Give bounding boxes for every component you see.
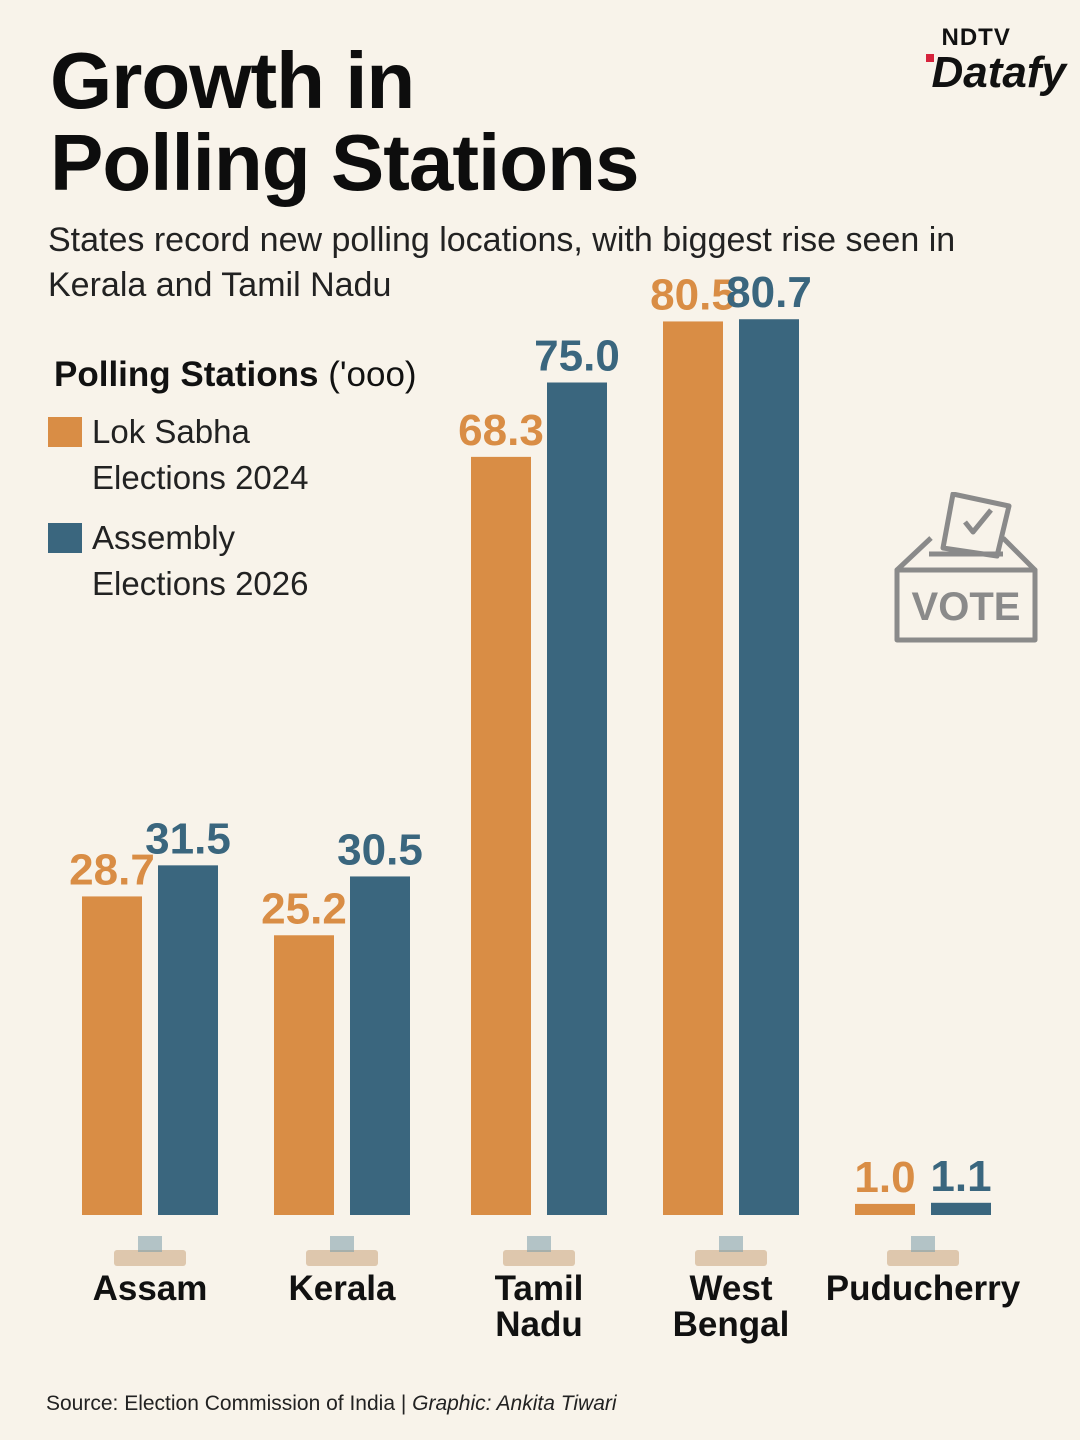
footer-credit: Graphic: Ankita Tiwari <box>412 1392 617 1415</box>
category-label-tamil-nadu-line-2: Nadu <box>495 1305 583 1344</box>
tamil-nadu-landmark-icon <box>503 1236 575 1266</box>
legend-item-lok-sabha: Lok Sabha Elections 2024 <box>46 409 417 501</box>
bar-kerala-lok-sabha <box>274 935 334 1215</box>
category-label-puducherry: Puducherry <box>826 1269 1021 1308</box>
value-label-assam-lok-sabha: 28.7 <box>69 845 155 894</box>
brand-red-square <box>925 54 934 62</box>
legend-item-assembly: Assembly Elections 2026 <box>46 515 417 607</box>
category-label-west-bengal-line-2: Bengal <box>673 1305 790 1344</box>
category-label-kerala: Kerala <box>288 1269 396 1308</box>
category-label-assam: Assam <box>93 1269 208 1308</box>
value-label-puducherry-lok-sabha: 1.0 <box>854 1153 915 1202</box>
bar-assam-lok-sabha <box>82 896 142 1215</box>
brand-main: Datafy <box>925 48 1067 97</box>
ballot-text: VOTE <box>912 585 1021 629</box>
value-label-west-bengal-lok-sabha: 80.5 <box>650 270 736 319</box>
footer-source: Source: Election Commission of India | <box>46 1392 413 1415</box>
assam-landmark-icon <box>114 1236 186 1266</box>
west-bengal-landmark-icon <box>695 1236 767 1266</box>
legend-label-lok-sabha: Lok Sabha Elections 2024 <box>92 413 309 496</box>
value-label-kerala-assembly: 30.5 <box>337 825 423 874</box>
title-line-1: Growth in <box>50 36 415 125</box>
legend-swatch-lok-sabha <box>48 417 82 447</box>
value-label-tamil-nadu-assembly: 75.0 <box>534 332 620 381</box>
bar-kerala-assembly <box>350 876 410 1215</box>
kerala-landmark-icon <box>306 1236 378 1266</box>
category-label-west-bengal-line-1: West <box>690 1269 773 1308</box>
ballot-box-icon: VOTE <box>893 491 1039 651</box>
brand-main-text: Datafy <box>931 48 1067 97</box>
legend-title: Polling Stations ('ooo) <box>54 355 417 395</box>
legend-swatch-assembly <box>48 523 82 553</box>
value-label-tamil-nadu-lok-sabha: 68.3 <box>458 406 544 455</box>
bar-west-bengal-assembly <box>739 319 799 1216</box>
footer: Source: Election Commission of India | G… <box>46 1392 617 1416</box>
bar-puducherry-assembly <box>931 1202 991 1215</box>
bar-puducherry-lok-sabha <box>855 1203 915 1215</box>
bar-west-bengal-lok-sabha <box>663 321 723 1215</box>
page-title: Growth in Polling Stations <box>50 40 639 207</box>
legend-unit: ('ooo) <box>328 355 417 394</box>
value-label-assam-assembly: 31.5 <box>145 814 231 863</box>
value-label-west-bengal-assembly: 80.7 <box>726 268 812 317</box>
bar-assam-assembly <box>158 865 218 1215</box>
puducherry-landmark-icon <box>887 1236 959 1266</box>
brand-top: NDTV <box>941 24 1011 51</box>
brand-logo: NDTV Datafy <box>925 24 1067 97</box>
title-line-2: Polling Stations <box>50 118 639 207</box>
legend-label-assembly: Assembly Elections 2026 <box>92 519 309 602</box>
bar-tamil-nadu-lok-sabha <box>471 456 531 1215</box>
bar-tamil-nadu-assembly <box>547 382 607 1215</box>
value-label-puducherry-assembly: 1.1 <box>930 1152 991 1201</box>
legend-title-text: Polling Stations <box>54 355 319 394</box>
value-label-kerala-lok-sabha: 25.2 <box>261 884 347 933</box>
category-label-tamil-nadu-line-1: Tamil <box>495 1269 584 1308</box>
legend: Polling Stations ('ooo) Lok Sabha Electi… <box>46 355 417 607</box>
subtitle: States record new polling locations, wit… <box>48 221 956 304</box>
